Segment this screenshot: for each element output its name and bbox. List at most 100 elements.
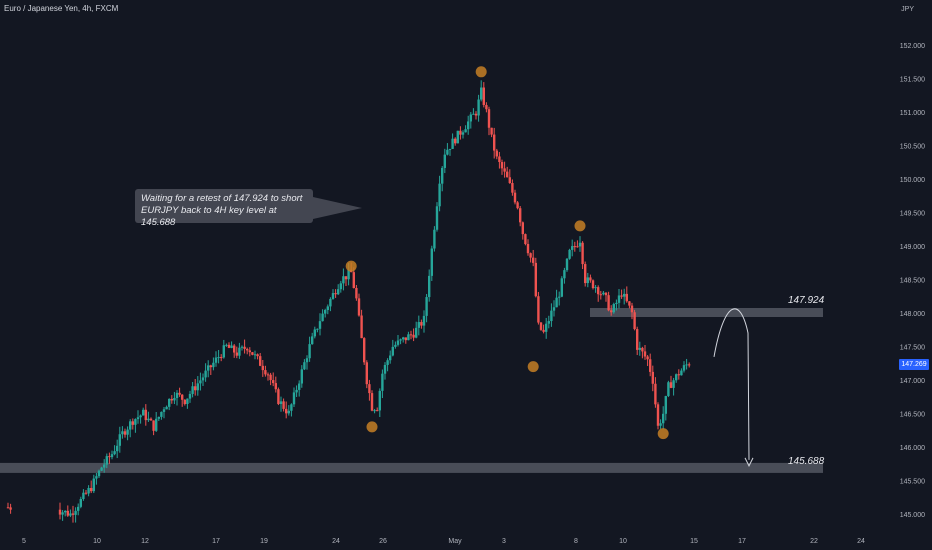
candle-body (482, 87, 485, 105)
candle-body (295, 389, 298, 393)
candle-body (326, 306, 329, 310)
candle-body (183, 399, 186, 405)
candle-body (212, 362, 215, 368)
candle-body (105, 456, 108, 465)
candle-body (220, 357, 223, 359)
candle-body (113, 451, 116, 455)
candle-body (568, 249, 571, 259)
candle-body (386, 360, 389, 365)
candle-body (87, 487, 90, 494)
candle-body (204, 370, 207, 378)
candle-body (680, 370, 683, 376)
candle-body (201, 377, 205, 381)
candle-body (251, 352, 254, 355)
candle-body (269, 374, 272, 381)
x-tick-label: 5 (22, 538, 26, 545)
candle-body (677, 374, 680, 376)
candle-body (108, 456, 111, 458)
candle-body (368, 384, 371, 394)
candle-body (233, 345, 236, 353)
candle-body (243, 346, 246, 349)
candle-body (196, 383, 199, 391)
candle-body (191, 386, 194, 394)
candle-body (547, 321, 550, 324)
candle-body (672, 380, 675, 388)
candle-body (95, 476, 98, 479)
candle-body (389, 355, 392, 361)
time-axis: 5 10 12 17 19 24 26 May 3 8 10 15 17 22 24 (22, 538, 865, 545)
candle-body (152, 420, 155, 431)
candle-body (669, 382, 673, 388)
candle-body (209, 365, 212, 368)
candle-body (399, 339, 402, 341)
candle-body (318, 321, 322, 329)
candle-body (337, 289, 340, 295)
candle-body (383, 364, 387, 374)
x-tick-label: 26 (379, 538, 387, 545)
candle-body (550, 310, 553, 322)
candle-body (360, 315, 363, 339)
candle-body (438, 183, 441, 207)
candle-body (459, 130, 462, 135)
y-tick-label: 150.000 (900, 177, 925, 184)
x-tick-label: 10 (93, 538, 101, 545)
candle-body (469, 114, 472, 122)
annotation-callout[interactable]: Waiting for a retest of 147.924 to short… (135, 189, 313, 228)
candle-body (230, 345, 233, 348)
candle-body (376, 410, 379, 412)
candle-body (404, 337, 407, 341)
y-tick-label: 151.500 (900, 77, 925, 84)
candle-body (71, 513, 75, 515)
candle-body (602, 292, 605, 295)
candle-body (412, 334, 415, 338)
candle-body (6, 507, 10, 509)
candle-body (381, 373, 384, 391)
target-level-label: 145.688 (788, 456, 825, 467)
candle-body (539, 322, 543, 330)
candle-body (581, 242, 584, 265)
candle-body (659, 423, 662, 426)
candle-body (300, 369, 303, 384)
candle-body (168, 398, 171, 407)
candle-body (285, 408, 288, 414)
annotation-line-1: Waiting for a retest of 147.924 to short (141, 193, 303, 204)
candle-body (511, 183, 514, 193)
candle-body (303, 362, 306, 370)
candle-body (599, 294, 602, 296)
forecast-arrow (713, 308, 754, 468)
candle-body (654, 383, 657, 405)
candle-body (134, 419, 137, 425)
candle-body (165, 406, 168, 410)
candle-body (435, 206, 439, 230)
candle-body (344, 276, 348, 280)
candle-body (477, 99, 480, 116)
swing-marker (574, 220, 586, 232)
y-tick-label: 151.000 (900, 110, 925, 117)
candle-body (656, 404, 660, 426)
candle-body (425, 297, 428, 316)
level-zones (0, 308, 823, 473)
candle-body (615, 302, 618, 305)
annotation-line-2: EURJPY back to 4H key level at 145.688 (141, 205, 277, 228)
candle-body (649, 359, 652, 372)
candle-body (597, 287, 600, 295)
candle-body (508, 177, 511, 184)
candle-body (123, 431, 127, 435)
x-tick-label: 19 (260, 538, 268, 545)
candle-body (578, 242, 582, 247)
candle-body (298, 383, 301, 390)
candle-body (591, 280, 595, 289)
candle-body (363, 338, 366, 363)
currency-label: JPY (901, 6, 914, 13)
callout-pointer (313, 197, 362, 219)
candle-body (545, 323, 548, 332)
y-tick-label: 149.000 (900, 244, 925, 251)
x-tick-label: 3 (502, 538, 506, 545)
candle-body (313, 329, 316, 337)
candle-body (610, 310, 613, 313)
candle-body (261, 365, 264, 371)
candle-body (422, 315, 426, 326)
candle-body (149, 418, 153, 421)
y-tick-label: 145.000 (900, 512, 925, 519)
